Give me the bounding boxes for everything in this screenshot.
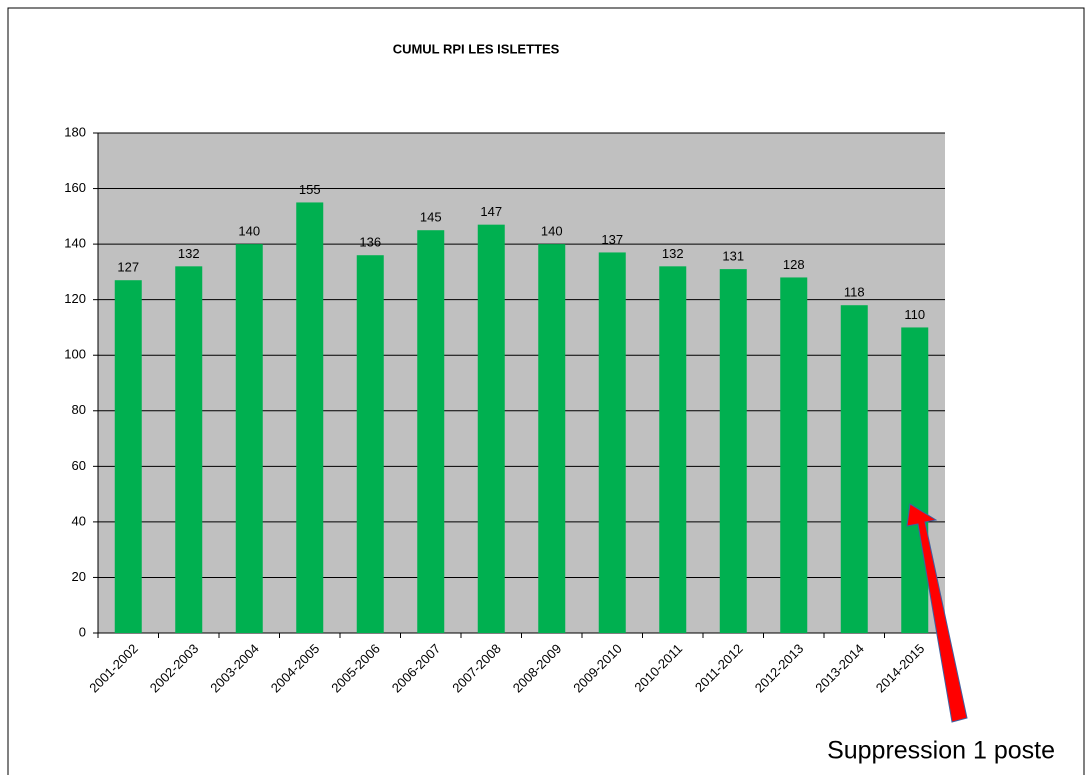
y-tick-label: 140 bbox=[64, 236, 86, 251]
y-tick-label: 80 bbox=[72, 402, 86, 417]
bar bbox=[719, 269, 747, 633]
data-label: 136 bbox=[359, 235, 381, 250]
bar bbox=[538, 244, 566, 633]
data-label: 128 bbox=[783, 257, 805, 272]
bar bbox=[901, 327, 929, 633]
data-label: 131 bbox=[722, 249, 744, 264]
bar bbox=[175, 266, 203, 633]
bar bbox=[114, 280, 142, 633]
plot-area bbox=[98, 133, 945, 633]
data-label: 145 bbox=[420, 210, 442, 225]
x-tick-label: 2003-2004 bbox=[207, 641, 262, 696]
y-tick-label: 100 bbox=[64, 347, 86, 362]
data-label: 140 bbox=[238, 224, 260, 239]
x-tick-label: 2008-2009 bbox=[510, 641, 565, 696]
y-tick-label: 20 bbox=[72, 569, 86, 584]
bar bbox=[235, 244, 263, 633]
bar bbox=[659, 266, 687, 633]
x-tick-label: 2006-2007 bbox=[389, 641, 444, 696]
annotation: Suppression 1 poste bbox=[827, 737, 1055, 765]
y-tick-label: 0 bbox=[79, 624, 86, 639]
arrow bbox=[906, 503, 968, 723]
data-label: 132 bbox=[178, 246, 200, 261]
data-label: 132 bbox=[662, 246, 684, 261]
x-tick-label: 2005-2006 bbox=[328, 641, 383, 696]
data-label: 137 bbox=[601, 232, 623, 247]
chart-title: CUMUL RPI LES ISLETTES bbox=[393, 41, 560, 56]
data-label: 147 bbox=[480, 204, 502, 219]
x-tick-label: 2002-2003 bbox=[147, 641, 202, 696]
x-tick-label: 2009-2010 bbox=[570, 641, 625, 696]
y-tick-label: 160 bbox=[64, 180, 86, 195]
bar bbox=[780, 277, 808, 633]
x-tick-label: 2014-2015 bbox=[873, 641, 928, 696]
frame bbox=[7, 7, 1085, 775]
bar bbox=[840, 305, 868, 633]
y-tick-label: 60 bbox=[72, 458, 86, 473]
x-tick-label: 2007-2008 bbox=[449, 641, 504, 696]
x-tick-label: 2012-2013 bbox=[752, 641, 807, 696]
x-tick-label: 2001-2002 bbox=[86, 641, 141, 696]
bar bbox=[598, 252, 626, 633]
data-label: 118 bbox=[844, 285, 865, 300]
data-label: 110 bbox=[904, 307, 925, 322]
bar bbox=[356, 255, 384, 633]
data-label: 127 bbox=[117, 260, 139, 275]
x-tick-label: 2013-2014 bbox=[812, 641, 867, 696]
y-tick-label: 120 bbox=[64, 291, 86, 306]
x-tick-label: 2010-2011 bbox=[631, 641, 685, 695]
x-tick-label: 2011-2012 bbox=[692, 641, 746, 695]
data-label: 155 bbox=[299, 182, 321, 197]
data-label: 140 bbox=[541, 224, 563, 239]
bar bbox=[477, 224, 505, 633]
bar bbox=[296, 202, 324, 633]
bar bbox=[417, 230, 445, 633]
x-tick-label: 2004-2005 bbox=[268, 641, 323, 696]
y-tick-label: 180 bbox=[64, 124, 86, 139]
y-tick-label: 40 bbox=[72, 513, 86, 528]
